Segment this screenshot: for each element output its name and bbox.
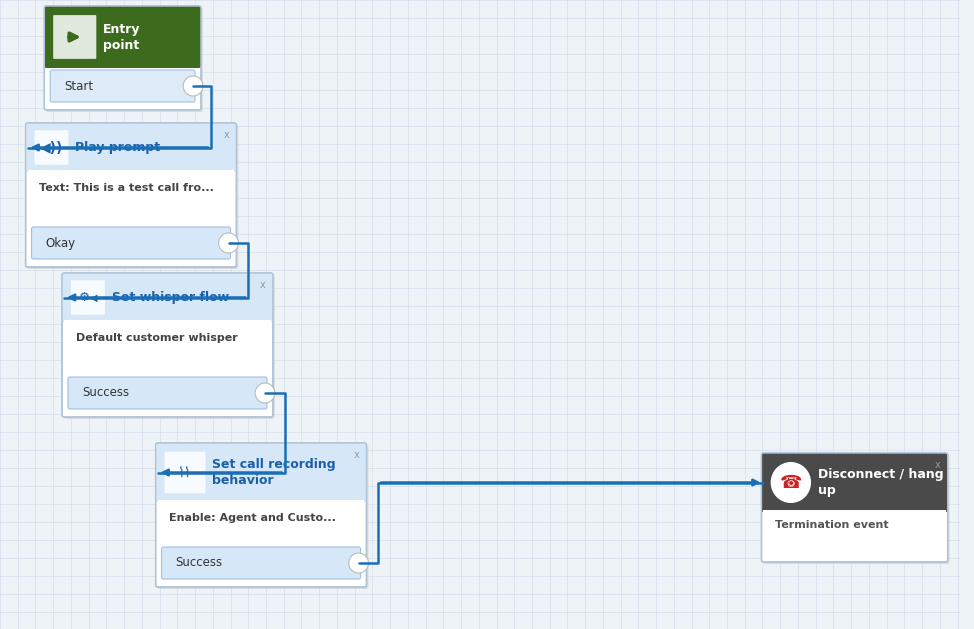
FancyBboxPatch shape <box>158 445 368 589</box>
FancyBboxPatch shape <box>156 443 366 502</box>
FancyBboxPatch shape <box>156 443 366 587</box>
FancyBboxPatch shape <box>45 6 201 110</box>
FancyBboxPatch shape <box>62 273 273 322</box>
Bar <box>764 504 946 510</box>
Circle shape <box>349 553 368 573</box>
FancyBboxPatch shape <box>64 275 275 419</box>
FancyBboxPatch shape <box>68 377 267 409</box>
Text: ◀)): ◀)) <box>40 140 63 155</box>
FancyBboxPatch shape <box>762 453 948 562</box>
Circle shape <box>771 463 810 503</box>
Text: x: x <box>935 460 941 470</box>
FancyBboxPatch shape <box>165 452 206 493</box>
FancyBboxPatch shape <box>45 6 201 68</box>
Text: Entry
point: Entry point <box>103 23 140 52</box>
Text: Text: This is a test call fro...: Text: This is a test call fro... <box>39 183 214 193</box>
Text: Termination event: Termination event <box>775 520 889 530</box>
Text: Default customer whisper: Default customer whisper <box>76 333 238 343</box>
FancyBboxPatch shape <box>27 125 239 269</box>
Bar <box>27 170 235 174</box>
FancyBboxPatch shape <box>71 281 105 314</box>
Text: Set call recording
behavior: Set call recording behavior <box>212 458 336 487</box>
Text: x: x <box>354 450 359 460</box>
Circle shape <box>219 233 239 253</box>
FancyBboxPatch shape <box>25 123 237 172</box>
Bar <box>158 494 364 500</box>
FancyBboxPatch shape <box>762 453 948 512</box>
Circle shape <box>255 383 275 403</box>
Text: ⌇⌇: ⌇⌇ <box>178 465 192 479</box>
Bar <box>47 60 199 66</box>
Bar <box>158 500 364 504</box>
FancyBboxPatch shape <box>62 273 273 417</box>
FancyBboxPatch shape <box>54 15 96 59</box>
Text: Start: Start <box>64 79 94 92</box>
Text: Success: Success <box>82 386 129 399</box>
FancyBboxPatch shape <box>764 455 950 564</box>
FancyBboxPatch shape <box>47 8 203 112</box>
FancyBboxPatch shape <box>25 123 237 267</box>
Text: x: x <box>224 130 230 140</box>
Text: Success: Success <box>175 557 222 569</box>
FancyBboxPatch shape <box>31 227 231 259</box>
FancyBboxPatch shape <box>51 70 195 102</box>
Text: Set whisper flow: Set whisper flow <box>112 291 229 304</box>
Text: Enable: Agent and Custo...: Enable: Agent and Custo... <box>169 513 336 523</box>
Bar <box>27 164 235 170</box>
Text: ☎: ☎ <box>779 474 802 491</box>
Text: ⚙: ⚙ <box>79 291 91 304</box>
Text: Disconnect / hang
up: Disconnect / hang up <box>818 468 944 497</box>
Text: Okay: Okay <box>46 237 75 250</box>
FancyBboxPatch shape <box>162 547 360 579</box>
Bar <box>764 510 946 514</box>
Bar <box>64 320 271 324</box>
Text: ◀: ◀ <box>90 292 97 303</box>
Text: x: x <box>260 280 266 290</box>
Text: Play prompt: Play prompt <box>75 141 161 154</box>
FancyBboxPatch shape <box>34 130 68 165</box>
Bar <box>64 314 271 320</box>
Circle shape <box>183 76 203 96</box>
